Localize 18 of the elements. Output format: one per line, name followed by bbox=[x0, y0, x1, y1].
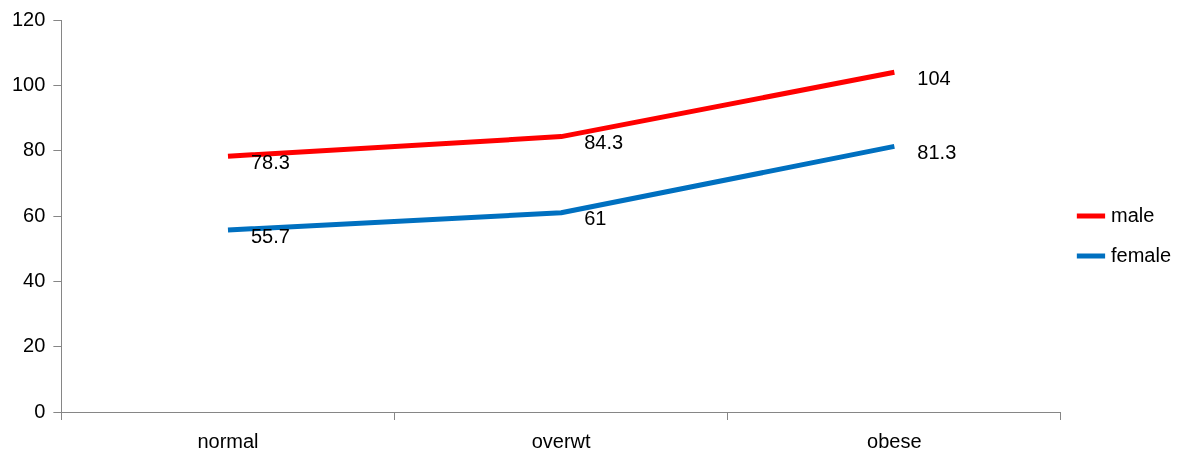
legend-label: male bbox=[1110, 203, 1155, 226]
data-label: 81.3 bbox=[917, 140, 957, 163]
data-label: 55.7 bbox=[250, 224, 290, 247]
data-label: 78.3 bbox=[250, 150, 290, 173]
y-tick-label: 120 bbox=[11, 7, 46, 30]
data-label: 61 bbox=[584, 207, 607, 230]
y-tick-label: 0 bbox=[34, 399, 46, 422]
data-label: 104 bbox=[917, 66, 951, 89]
y-tick-label: 80 bbox=[23, 138, 46, 161]
y-tick-label: 60 bbox=[23, 203, 46, 226]
legend-label: female bbox=[1110, 243, 1171, 266]
x-tick-label: normal bbox=[197, 429, 259, 452]
y-tick-label: 100 bbox=[11, 72, 46, 95]
y-tick-label: 40 bbox=[23, 268, 46, 291]
x-tick-label: obese bbox=[867, 429, 922, 452]
x-tick-label: overwt bbox=[531, 429, 592, 452]
data-label: 84.3 bbox=[584, 131, 624, 154]
y-tick-label: 20 bbox=[23, 334, 46, 357]
